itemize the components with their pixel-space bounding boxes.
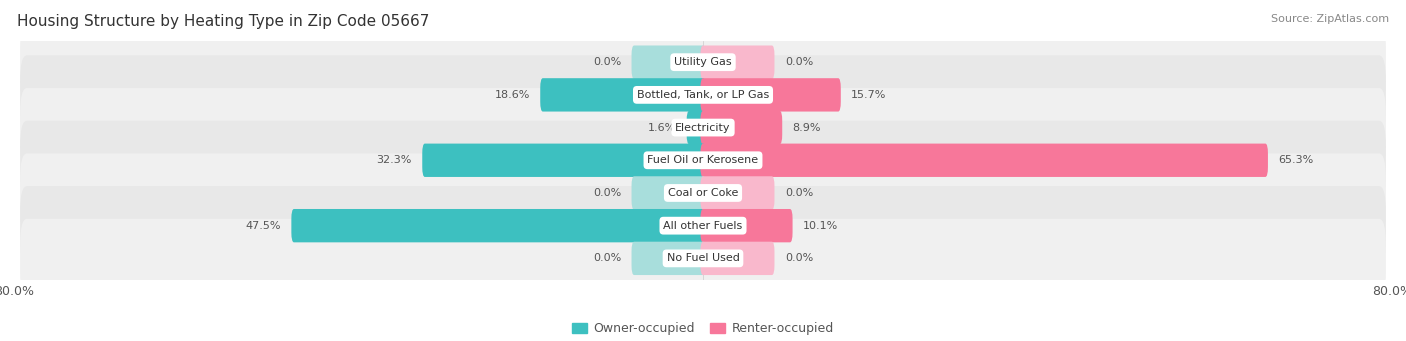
Text: Fuel Oil or Kerosene: Fuel Oil or Kerosene [647,155,759,165]
FancyBboxPatch shape [631,45,706,79]
FancyBboxPatch shape [20,153,1386,233]
Text: No Fuel Used: No Fuel Used [666,253,740,263]
Text: 0.0%: 0.0% [785,253,813,263]
Legend: Owner-occupied, Renter-occupied: Owner-occupied, Renter-occupied [568,317,838,340]
FancyBboxPatch shape [20,55,1386,134]
Text: Coal or Coke: Coal or Coke [668,188,738,198]
Text: Source: ZipAtlas.com: Source: ZipAtlas.com [1271,14,1389,24]
FancyBboxPatch shape [291,209,706,242]
Text: Utility Gas: Utility Gas [675,57,731,67]
Text: 0.0%: 0.0% [593,188,621,198]
FancyBboxPatch shape [700,144,1268,177]
FancyBboxPatch shape [20,121,1386,200]
Text: 18.6%: 18.6% [495,90,530,100]
FancyBboxPatch shape [20,186,1386,265]
FancyBboxPatch shape [20,23,1386,102]
Text: 0.0%: 0.0% [593,253,621,263]
Text: 15.7%: 15.7% [851,90,887,100]
Text: 1.6%: 1.6% [648,122,676,133]
FancyBboxPatch shape [700,111,782,144]
Text: Housing Structure by Heating Type in Zip Code 05667: Housing Structure by Heating Type in Zip… [17,14,429,29]
Text: 0.0%: 0.0% [593,57,621,67]
Text: 10.1%: 10.1% [803,221,838,231]
Text: 47.5%: 47.5% [246,221,281,231]
FancyBboxPatch shape [540,78,706,112]
Text: 0.0%: 0.0% [785,57,813,67]
FancyBboxPatch shape [422,144,706,177]
FancyBboxPatch shape [631,242,706,275]
FancyBboxPatch shape [700,242,775,275]
Text: All other Fuels: All other Fuels [664,221,742,231]
FancyBboxPatch shape [20,219,1386,298]
Text: Electricity: Electricity [675,122,731,133]
Text: 0.0%: 0.0% [785,188,813,198]
Text: 8.9%: 8.9% [793,122,821,133]
FancyBboxPatch shape [20,88,1386,167]
FancyBboxPatch shape [700,45,775,79]
FancyBboxPatch shape [700,78,841,112]
Text: 65.3%: 65.3% [1278,155,1313,165]
FancyBboxPatch shape [686,111,706,144]
FancyBboxPatch shape [631,176,706,210]
Text: Bottled, Tank, or LP Gas: Bottled, Tank, or LP Gas [637,90,769,100]
FancyBboxPatch shape [700,209,793,242]
Text: 32.3%: 32.3% [377,155,412,165]
FancyBboxPatch shape [700,176,775,210]
